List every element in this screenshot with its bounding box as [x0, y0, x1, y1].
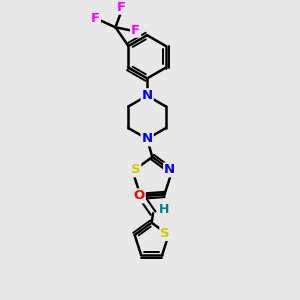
- Text: F: F: [91, 12, 100, 25]
- Text: F: F: [131, 24, 140, 37]
- Text: F: F: [117, 1, 126, 14]
- Text: O: O: [134, 189, 145, 203]
- Text: N: N: [142, 89, 153, 102]
- Text: N: N: [142, 132, 153, 146]
- Text: S: S: [131, 164, 140, 176]
- Text: H: H: [159, 203, 169, 216]
- Text: S: S: [160, 227, 170, 240]
- Text: N: N: [164, 164, 175, 176]
